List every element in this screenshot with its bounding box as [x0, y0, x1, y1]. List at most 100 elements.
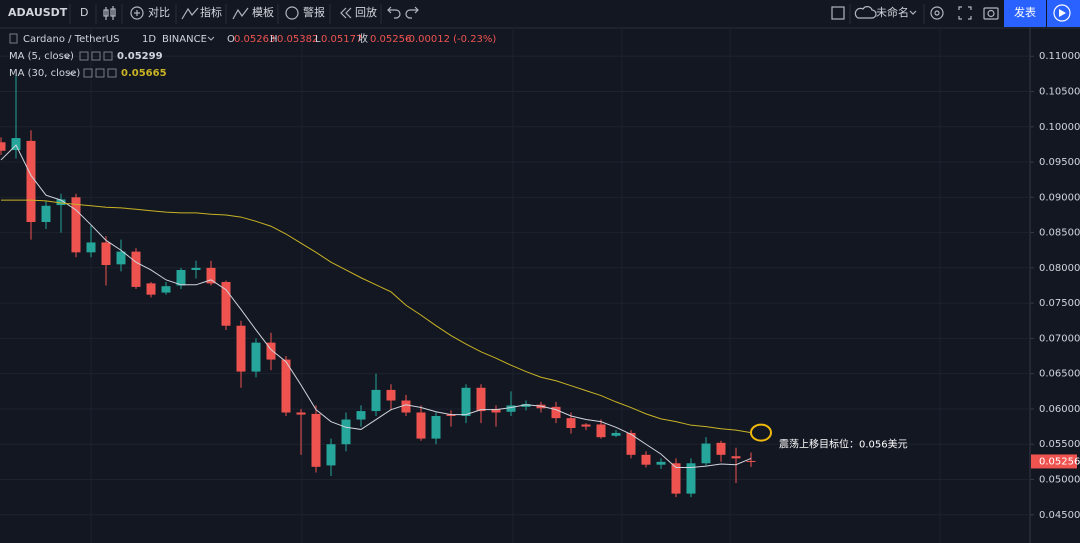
last-price-box [1031, 454, 1077, 469]
candle-body [41, 205, 51, 223]
close-value: 0.05256 [370, 34, 411, 45]
candle-body [431, 416, 441, 439]
y-tick-label: 0.08000 [1039, 263, 1080, 274]
legend-icons [79, 51, 113, 61]
y-tick-label: 0.07000 [1039, 333, 1080, 344]
settings-icon[interactable] [930, 6, 944, 20]
indicators-icon[interactable] [181, 7, 199, 20]
cloud-icon[interactable] [854, 6, 877, 19]
candle-body [656, 461, 666, 465]
fullscreen-icon[interactable] [958, 6, 972, 20]
open-value: 0.05263 [234, 34, 275, 45]
snapshot-icon[interactable] [983, 7, 999, 20]
legend-icons [83, 68, 117, 78]
templates-icon[interactable] [232, 7, 249, 20]
replay[interactable]: 回放 [355, 5, 377, 19]
chart-type-icon[interactable] [103, 6, 116, 20]
candle-body [176, 269, 186, 286]
y-tick-label: 0.09000 [1039, 192, 1080, 203]
candle-body [341, 419, 351, 445]
candle-body [191, 267, 201, 270]
candle-body [566, 418, 576, 429]
select-icon[interactable] [831, 6, 845, 20]
y-tick-label: 0.04500 [1039, 510, 1080, 521]
compare[interactable]: 对比 [148, 5, 170, 19]
candle-body [71, 197, 81, 253]
candle-body [596, 424, 606, 438]
replay-icon[interactable] [340, 7, 347, 19]
publish[interactable]: 发表 [1014, 5, 1036, 19]
dropdown-icon[interactable] [207, 36, 215, 41]
layout-name[interactable]: 未命名 [876, 5, 909, 19]
moving-average-line [0, 144, 752, 469]
candle-body [296, 412, 306, 415]
dropdown-icon[interactable] [63, 54, 71, 59]
y-tick-label: 0.11000 [1039, 51, 1080, 62]
y-tick-label: 0.06500 [1039, 369, 1080, 380]
play-icon [1053, 4, 1071, 22]
y-tick-label: 0.05500 [1039, 439, 1080, 450]
close-label: 收 [358, 32, 368, 45]
y-tick-label: 0.05000 [1039, 475, 1080, 486]
interval[interactable]: D [80, 6, 88, 19]
candle-body [701, 443, 711, 464]
header-interval: 1D [142, 34, 156, 45]
compare-icon[interactable] [130, 6, 144, 20]
candle-body [221, 281, 231, 326]
replay-icon[interactable] [345, 7, 352, 19]
candle-body [326, 444, 336, 466]
settings-icon [934, 10, 940, 16]
low-label: L [315, 34, 321, 45]
candle-body [686, 463, 696, 494]
candle-body [161, 286, 171, 293]
annotation: 震荡上移目标位：0.056美元 [779, 438, 908, 451]
candle-body [206, 267, 216, 284]
candle-body [671, 463, 681, 494]
candle-body [551, 406, 561, 419]
candle-body [0, 142, 6, 151]
candle-body [356, 411, 366, 420]
indicators[interactable]: 指标 [200, 5, 222, 19]
candle-body [56, 199, 66, 206]
candle-body [461, 387, 471, 417]
ma30-name: MA (30, close) [9, 68, 80, 79]
candle-body [26, 140, 36, 223]
candle-body [131, 251, 141, 287]
candle-body [146, 283, 156, 295]
low-value: 0.05177 [321, 34, 362, 45]
last-price-label: 0.05256 [1039, 456, 1080, 467]
dropdown-icon[interactable] [68, 71, 76, 76]
high-value: 0.05382 [277, 34, 318, 45]
alerts[interactable]: 警报 [303, 5, 325, 19]
candle-body [236, 325, 246, 372]
publish-button[interactable] [1004, 0, 1046, 27]
candle-body [476, 387, 486, 412]
time-grid [90, 28, 941, 543]
symbol-name: Cardano / TetherUS [23, 34, 119, 45]
plot-area [0, 55, 1030, 516]
play-icon [1059, 9, 1066, 17]
y-tick-label: 0.10000 [1039, 122, 1080, 133]
annotation-circle [750, 423, 772, 442]
candle-body [251, 342, 261, 372]
collapse-icon[interactable] [9, 33, 18, 44]
candle-body [386, 389, 396, 401]
undo-icon[interactable] [387, 6, 401, 19]
moving-average-line [1, 199, 752, 434]
symbol[interactable]: ADAUSDT [8, 6, 68, 19]
candle-body [266, 342, 276, 360]
candle-body [101, 242, 111, 266]
dropdown-icon[interactable] [909, 10, 917, 15]
y-tick-label: 0.10500 [1039, 86, 1080, 97]
candle-body [281, 359, 291, 413]
candle-body [731, 456, 741, 459]
candle-body [626, 432, 636, 455]
alerts-icon[interactable] [285, 6, 299, 20]
candle-body [581, 424, 591, 427]
candle-body [506, 405, 516, 412]
templates[interactable]: 模板 [252, 5, 274, 19]
redo-icon[interactable] [405, 6, 419, 19]
candle-body [86, 242, 96, 253]
